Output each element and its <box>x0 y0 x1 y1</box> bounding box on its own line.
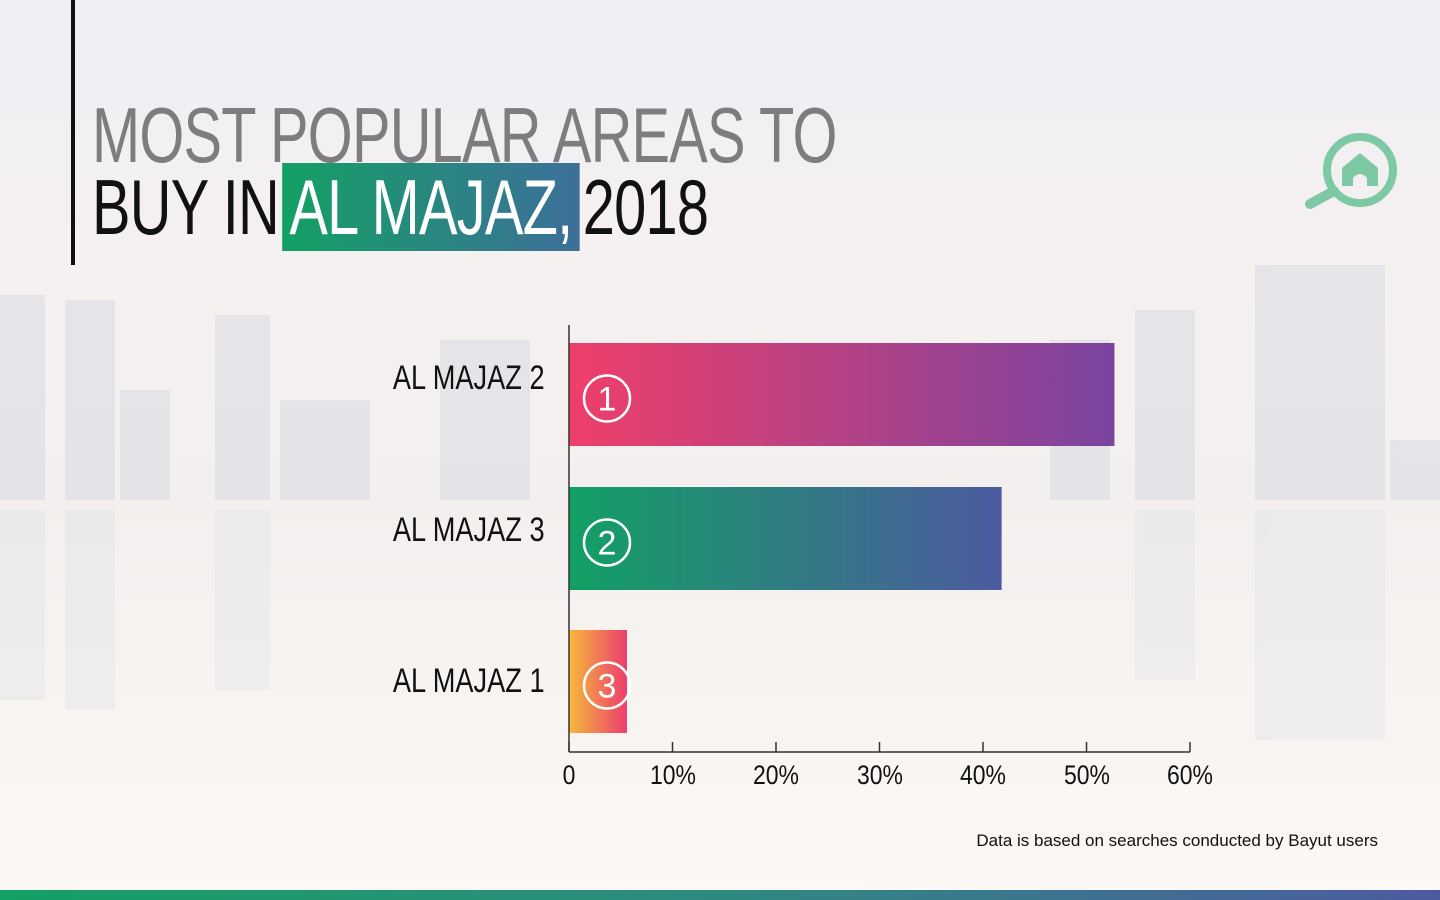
title-highlight: AL MAJAZ, <box>281 163 580 251</box>
rank-badge <box>582 661 632 710</box>
category-label: AL MAJAZ 3 <box>393 510 545 549</box>
x-tick-label: 10% <box>649 760 696 790</box>
title-line-1: MOST POPULAR AREAS TO <box>92 91 837 179</box>
rank-badge <box>582 374 632 423</box>
rank-number: 2 <box>598 525 617 563</box>
rank-number: 3 <box>598 668 617 706</box>
bar <box>569 343 1115 446</box>
data-source-note: Data is based on searches conducted by B… <box>976 831 1378 850</box>
title-line-2: BUY IN AL MAJAZ, 2018 <box>92 163 709 251</box>
x-tick-label: 20% <box>753 760 799 790</box>
x-tick-label: 50% <box>1063 760 1110 790</box>
x-tick-label: 30% <box>856 760 903 790</box>
x-tick-label: 0 <box>562 760 576 790</box>
bar <box>569 630 627 733</box>
title-prefix: BUY IN <box>92 163 280 251</box>
rank-badge <box>582 518 632 567</box>
bottom-gradient-bar <box>0 890 1440 900</box>
category-label: AL MAJAZ 1 <box>393 661 545 700</box>
x-tick-label: 60% <box>1167 760 1213 790</box>
bar <box>569 487 1002 590</box>
category-label: AL MAJAZ 2 <box>393 358 545 397</box>
title-year: 2018 <box>582 163 709 251</box>
x-tick-label: 40% <box>960 760 1006 790</box>
search-home-icon <box>1305 133 1397 209</box>
rank-number: 1 <box>598 381 617 419</box>
title-accent-bar <box>71 0 75 265</box>
